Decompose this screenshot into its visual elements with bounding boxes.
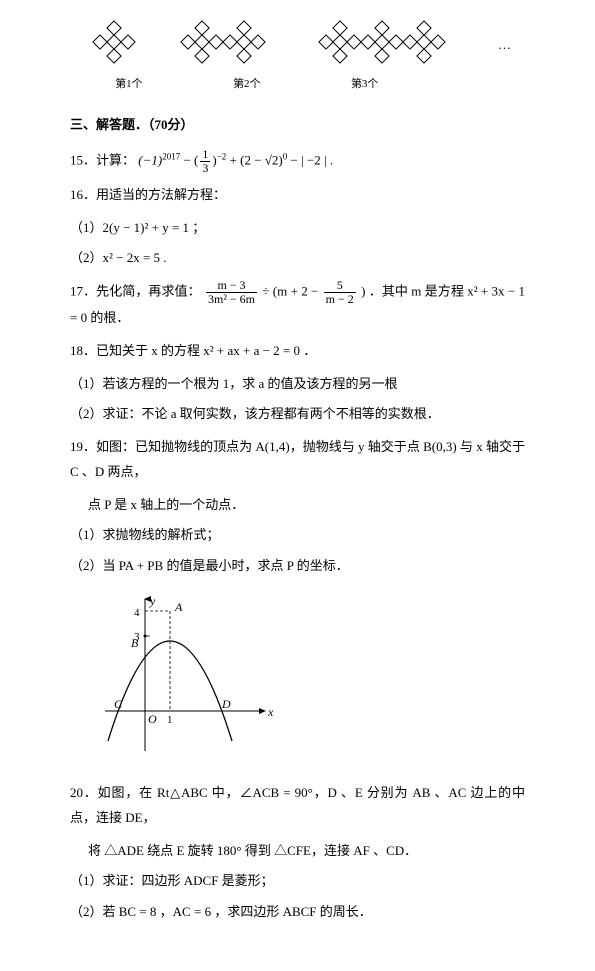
- q18-sub1: （1）若该方程的一个根为 1，求 a 的值及该方程的另一根: [70, 372, 525, 397]
- q15-frac1-den: 3: [200, 162, 210, 175]
- diamond-label-1: 第1个: [115, 74, 143, 95]
- q17-frac-b-den: m − 2: [324, 293, 356, 306]
- section-title: 三、解答题．（70分）: [70, 113, 525, 138]
- q15-expr-a: (−1): [138, 152, 162, 167]
- question-18: 18．已知关于 x 的方程 x² + ax + a − 2 = 0 ．: [70, 339, 525, 364]
- q19-graph: y x 4 3 A B C D O 1: [100, 591, 525, 770]
- diamond-label-row: 第1个 第2个 第3个 …: [70, 74, 525, 95]
- q15-tail: − | −2 | .: [291, 152, 334, 167]
- diamond-pattern-row: …: [70, 20, 525, 70]
- question-20-line1: 20．如图，在 Rt△ABC 中，∠ACB = 90°，D 、E 分别为 AB …: [70, 781, 525, 830]
- graph-xlabel: x: [267, 705, 274, 719]
- question-16: 16．用适当的方法解方程：: [70, 183, 525, 208]
- graph-ylabel: y: [149, 594, 156, 608]
- q15-minus: − (: [183, 152, 198, 167]
- graph-C: C: [114, 697, 123, 711]
- q17-frac-a: m − 33m² − 6m: [206, 279, 257, 306]
- q20-sub2: （2）若 BC = 8 ，AC = 6 ，求四边形 ABCF 的周长．: [70, 900, 525, 925]
- q17-prefix: 17．先化简，再求值：: [70, 284, 201, 299]
- q20-sub1: （1）求证：四边形 ADCF 是菱形；: [70, 869, 525, 894]
- q15-prefix: 15．计算：: [70, 152, 135, 167]
- q15-exp-a: 2017: [162, 151, 180, 161]
- q17-frac-b-num: 5: [324, 279, 356, 293]
- q15-exp-b: −2: [217, 151, 227, 161]
- q15-frac1-num: 1: [200, 148, 210, 162]
- graph-D: D: [221, 697, 231, 711]
- parabola-graph: y x 4 3 A B C D O 1: [100, 591, 280, 761]
- question-15: 15．计算： (−1)2017 − (13)−2 + (2 − √2)0 − |…: [70, 148, 525, 175]
- q15-plus1: + (2 − √2): [230, 152, 283, 167]
- q17-frac-b: 5m − 2: [324, 279, 356, 306]
- q19-sub2: （2）当 PA + PB 的值是最小时，求点 P 的坐标．: [70, 554, 525, 579]
- graph-O: O: [148, 712, 157, 726]
- q18-sub2: （2）求证：不论 a 取何实数，该方程都有两个不相等的实数根．: [70, 402, 525, 427]
- q17-plus: ÷ (m + 2 −: [262, 284, 321, 299]
- diamond-pattern-2: [172, 20, 282, 70]
- q16-sub1: （1）2(y − 1)² + y = 1 ；: [70, 216, 525, 241]
- graph-A: A: [174, 600, 183, 614]
- question-19-line2: 点 P 是 x 轴上的一个动点．: [88, 493, 525, 518]
- question-20-line2: 将 △ADE 绕点 E 旋转 180° 得到 △CFE，连接 AF 、CD．: [88, 839, 525, 864]
- q17-frac-a-num: m − 3: [206, 279, 257, 293]
- question-17: 17．先化简，再求值： m − 33m² − 6m ÷ (m + 2 − 5m …: [70, 279, 525, 331]
- q17-frac-a-den: 3m² − 6m: [206, 293, 257, 306]
- question-19-line1: 19．如图：已知抛物线的顶点为 A(1,4)，抛物线与 y 轴交于点 B(0,3…: [70, 435, 525, 484]
- q15-frac1: 13: [200, 148, 210, 175]
- graph-B: B: [131, 636, 139, 650]
- q19-sub1: （1）求抛物线的解析式；: [70, 523, 525, 548]
- graph-tick-4: 4: [134, 607, 140, 619]
- ellipsis: …: [498, 33, 511, 58]
- diamond-pattern-1: [84, 20, 144, 70]
- diamond-pattern-3: [310, 20, 470, 70]
- graph-tick-x1: 1: [167, 714, 173, 726]
- q15-exp-c: 0: [283, 151, 288, 161]
- q16-sub2: （2）x² − 2x = 5 .: [70, 246, 525, 271]
- diamond-label-3: 第3个: [351, 74, 379, 95]
- diamond-label-2: 第2个: [233, 74, 261, 95]
